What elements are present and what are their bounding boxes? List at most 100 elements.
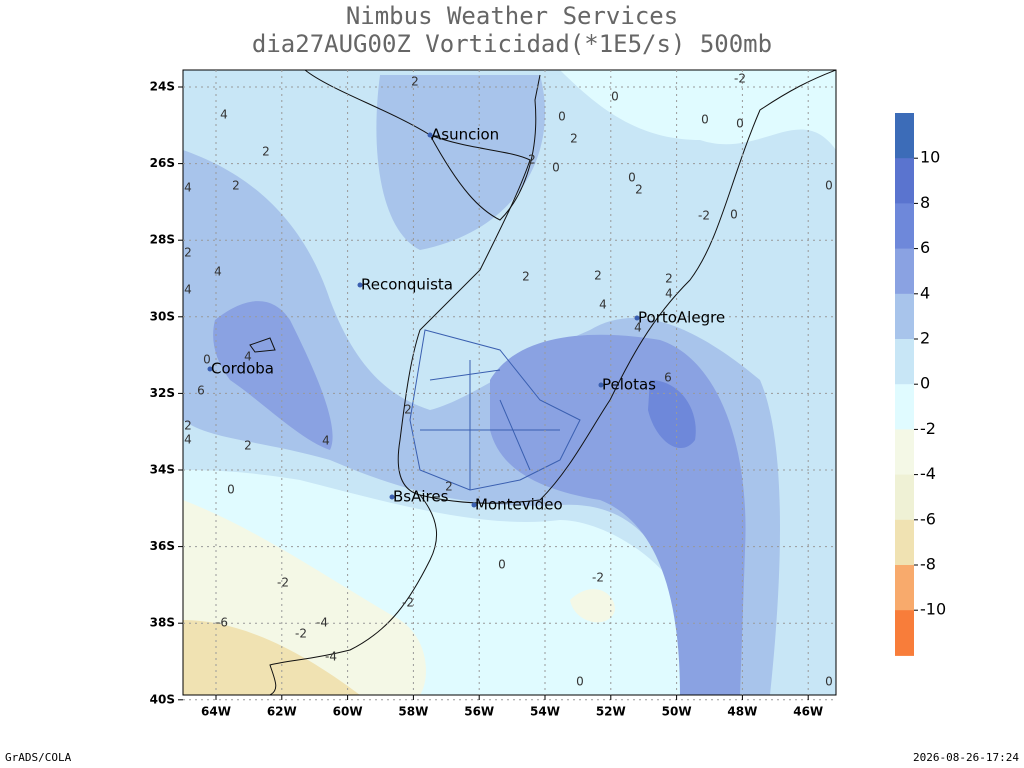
contour-label: -2: [402, 596, 414, 610]
colorbar-label: 2: [920, 329, 930, 348]
lat-label: 38S: [150, 616, 175, 630]
contour-label: 2: [594, 269, 602, 283]
contour-label: -6: [216, 616, 228, 630]
contour-label: 2: [184, 246, 192, 260]
colorbar-box: [895, 339, 914, 385]
footer-left: GrADS/COLA: [5, 751, 72, 764]
lon-label: 64W: [201, 705, 231, 719]
city-label: Reconquista: [361, 276, 453, 294]
colorbar-box: [895, 519, 914, 566]
contour-label: 4: [220, 108, 228, 122]
contour-label: 2: [404, 403, 412, 417]
subtitle: dia27AUG00Z Vorticidad(*1E5/s) 500mb: [252, 30, 772, 58]
city-label: Cordoba: [211, 360, 274, 378]
contour-label: 4: [665, 287, 673, 301]
colorbar-box: [895, 429, 914, 476]
lat-label: 34S: [150, 463, 175, 477]
lon-label: 46W: [793, 705, 823, 719]
contour-label: 0: [825, 179, 833, 193]
contour-label: 6: [197, 384, 205, 398]
colorbar-box: [895, 474, 914, 521]
colorbar-label: -10: [920, 600, 946, 619]
contour-label: -4: [316, 616, 328, 630]
lon-label: 48W: [727, 705, 757, 719]
contour-label: 2: [635, 183, 643, 197]
contour-label: 0: [203, 353, 211, 367]
contour-label: 2: [570, 132, 578, 146]
city-dot: [389, 494, 395, 500]
contour-label: 2: [522, 270, 530, 284]
colorbar-label: 0: [920, 374, 930, 393]
contour-label: 0: [628, 171, 636, 185]
city-label: Montevideo: [475, 496, 563, 514]
contour-label: 4: [214, 265, 222, 279]
contour-label: 2: [665, 272, 673, 286]
contour-label: 0: [498, 558, 506, 572]
contour-label: 2: [232, 179, 240, 193]
contour-label: -4: [325, 650, 337, 664]
colorbar-label: -4: [920, 464, 936, 483]
colorbar-box: [895, 293, 914, 340]
contour-label: -2: [592, 571, 604, 585]
contour-label: 4: [184, 181, 192, 195]
lon-label: 52W: [596, 705, 626, 719]
contour-label: 0: [736, 117, 744, 131]
colorbar-box: [895, 203, 914, 250]
city-dot: [427, 132, 433, 138]
lat-label: 36S: [150, 539, 175, 553]
colorbar-label: -6: [920, 509, 936, 528]
contour-label: 0: [552, 161, 560, 175]
city-dot: [471, 502, 477, 508]
contour-label: 2: [445, 480, 453, 494]
lat-label: 26S: [150, 156, 175, 170]
city-label: Pelotas: [602, 376, 656, 394]
contour-label: 0: [701, 113, 709, 127]
contour-label: 0: [576, 675, 584, 689]
contour-label: -2: [698, 209, 710, 223]
contour-label: 0: [825, 675, 833, 689]
colorbar-label: 4: [920, 283, 930, 302]
contour-label: 2: [411, 75, 419, 89]
contour-label: 2: [262, 145, 270, 159]
lat-label: 28S: [150, 233, 175, 247]
contour-label: 2: [244, 439, 252, 453]
contour-label: 4: [184, 283, 192, 297]
city-dot: [634, 315, 640, 321]
contour-label: 4: [244, 350, 252, 364]
colorbar-label: -8: [920, 555, 936, 574]
city-label: Asuncion: [431, 126, 499, 144]
contour-label: -2: [295, 627, 307, 641]
contour-label: 6: [664, 371, 672, 385]
lon-label: 56W: [464, 705, 494, 719]
contour-label: 4: [599, 298, 607, 312]
contour-label: 2: [528, 153, 536, 167]
map-fills: [183, 70, 836, 695]
contour-label: -2: [734, 72, 746, 86]
contour-label: 4: [184, 433, 192, 447]
lat-label: 32S: [150, 386, 175, 400]
city-label: PortoAlegre: [638, 309, 725, 327]
city-label: BsAires: [393, 488, 449, 506]
colorbar-label: -2: [920, 419, 936, 438]
contour-label: 0: [227, 483, 235, 497]
lat-label: 24S: [150, 80, 175, 94]
city-dot: [207, 366, 213, 372]
colorbar-box: [895, 113, 914, 159]
colorbar-box: [895, 158, 914, 204]
lon-label: 62W: [267, 705, 297, 719]
lon-label: 50W: [662, 705, 692, 719]
colorbar-box: [895, 610, 914, 656]
lat-label: 30S: [150, 309, 175, 323]
contour-label: 4: [322, 434, 330, 448]
lon-label: 58W: [398, 705, 428, 719]
borders: [409, 329, 581, 491]
contour-label: 0: [558, 110, 566, 124]
lat-label: 40S: [150, 692, 175, 706]
lon-label: 54W: [530, 705, 560, 719]
contour-label: -2: [277, 576, 289, 590]
colorbar-label: 10: [920, 148, 940, 167]
coastline: [249, 70, 836, 695]
colorbar-label: 8: [920, 193, 930, 212]
